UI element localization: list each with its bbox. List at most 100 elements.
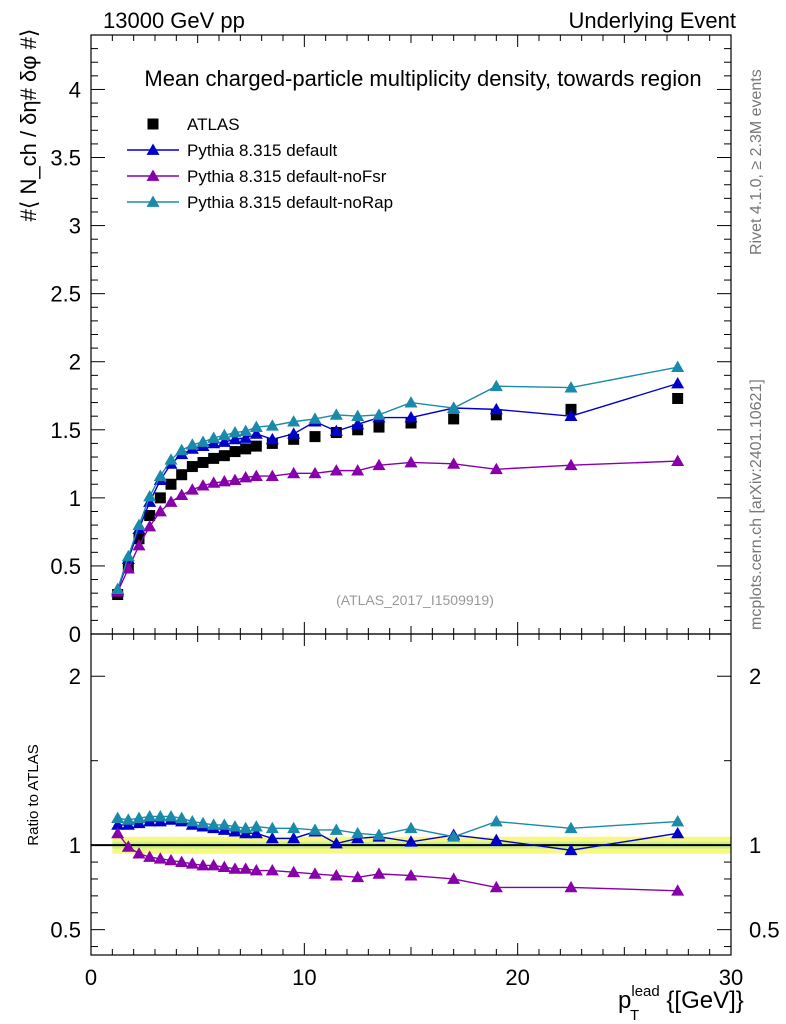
data-point-series-1 bbox=[287, 427, 301, 439]
data-point-atlas bbox=[448, 413, 460, 425]
data-point-atlas bbox=[133, 533, 145, 545]
x-axis-label: plead {[GeV]} bbox=[618, 983, 744, 1014]
y-tick-label: 4 bbox=[69, 77, 81, 102]
data-point-series-2 bbox=[372, 458, 386, 471]
ratio-point-series-2 bbox=[185, 815, 199, 827]
series-line-3 bbox=[117, 366, 678, 590]
ratio-point-series-0 bbox=[671, 826, 685, 839]
x-tick-label: 20 bbox=[505, 965, 529, 990]
data-point-series-3 bbox=[489, 379, 503, 392]
data-point-series-1 bbox=[564, 409, 578, 422]
ratio-point-series-2 bbox=[489, 815, 503, 827]
ratio-point-series-2 bbox=[164, 809, 178, 822]
y-tick-label: 2 bbox=[69, 350, 81, 375]
data-point-series-1 bbox=[671, 377, 685, 389]
data-point-atlas bbox=[490, 409, 502, 421]
ratio-point-series-1 bbox=[121, 840, 135, 852]
ratio-point-series-2 bbox=[153, 809, 167, 822]
data-point-series-2 bbox=[207, 476, 221, 488]
data-point-atlas bbox=[165, 478, 177, 490]
y-tick-label: 1 bbox=[69, 486, 81, 511]
ratio-point-series-0 bbox=[249, 826, 263, 839]
data-point-series-2 bbox=[185, 483, 199, 495]
data-point-atlas bbox=[144, 510, 156, 522]
data-point-series-2 bbox=[196, 479, 210, 491]
ratio-point-series-1 bbox=[143, 850, 157, 862]
data-point-series-1 bbox=[217, 435, 231, 447]
data-point-series-1 bbox=[351, 417, 365, 430]
ratio-point-series-1 bbox=[185, 857, 199, 869]
data-point-series-2 bbox=[121, 562, 135, 574]
ratio-point-series-0 bbox=[287, 831, 301, 844]
ratio-point-series-1 bbox=[196, 858, 210, 871]
data-point-atlas bbox=[154, 492, 166, 504]
watermark: (ATLAS_2017_I1509919) bbox=[336, 592, 494, 608]
data-point-series-2 bbox=[164, 495, 178, 507]
data-point-atlas bbox=[309, 431, 321, 443]
ratio-y-tick-label: 0.5 bbox=[50, 918, 81, 943]
data-point-series-3 bbox=[132, 518, 146, 530]
data-point-series-2 bbox=[671, 454, 685, 466]
x-tick-label: 0 bbox=[85, 965, 97, 990]
data-point-series-3 bbox=[121, 549, 135, 562]
ratio-y-tick-label-right: 0.5 bbox=[749, 918, 780, 943]
ratio-point-series-1 bbox=[351, 870, 365, 883]
x-tick-label: 30 bbox=[719, 965, 743, 990]
ratio-point-series-2 bbox=[143, 809, 157, 822]
data-point-series-2 bbox=[351, 464, 365, 476]
data-point-series-3 bbox=[372, 408, 386, 420]
ratio-point-series-2 bbox=[196, 816, 210, 829]
y-tick-label: 0.5 bbox=[50, 554, 81, 579]
header-left: 13000 GeV pp bbox=[103, 8, 245, 33]
ratio-point-series-2 bbox=[111, 811, 125, 824]
ratio-point-series-1 bbox=[228, 862, 242, 874]
data-point-series-3 bbox=[217, 428, 231, 441]
data-point-series-2 bbox=[308, 466, 322, 479]
data-point-series-2 bbox=[329, 464, 343, 476]
data-point-series-1 bbox=[249, 427, 263, 439]
y-axis-label: #⟨ N_ch / δη# δφ #⟩ bbox=[16, 29, 41, 222]
chart-title: Mean charged-particle multiplicity densi… bbox=[144, 66, 701, 91]
ratio-y-tick-label-right: 1 bbox=[749, 833, 761, 858]
ratio-point-series-2 bbox=[249, 820, 263, 832]
ratio-y-tick-label: 2 bbox=[69, 664, 81, 689]
data-point-series-3 bbox=[111, 582, 125, 594]
data-point-series-3 bbox=[265, 419, 279, 431]
ratio-point-series-1 bbox=[287, 865, 301, 878]
y-tick-label: 3.5 bbox=[50, 146, 81, 171]
ratio-point-series-1 bbox=[249, 864, 263, 876]
ratio-point-series-1 bbox=[132, 847, 146, 859]
data-point-series-2 bbox=[217, 475, 231, 487]
data-point-series-3 bbox=[153, 469, 167, 481]
data-point-series-2 bbox=[404, 455, 418, 468]
data-point-atlas bbox=[373, 421, 385, 433]
ratio-point-series-1 bbox=[329, 869, 343, 881]
data-point-atlas bbox=[352, 424, 364, 436]
ratio-point-series-2 bbox=[351, 826, 365, 839]
y-tick-label: 2.5 bbox=[50, 282, 81, 307]
data-point-series-3 bbox=[287, 415, 301, 427]
data-point-atlas bbox=[176, 469, 188, 481]
data-point-series-2 bbox=[265, 469, 279, 481]
ratio-point-series-2 bbox=[265, 821, 279, 834]
data-point-atlas bbox=[218, 450, 230, 462]
data-point-atlas bbox=[672, 392, 684, 404]
ratio-point-series-1 bbox=[153, 852, 167, 864]
data-point-series-2 bbox=[239, 470, 253, 483]
data-point-series-3 bbox=[404, 396, 418, 408]
legend-marker bbox=[146, 143, 160, 155]
ratio-point-series-0 bbox=[489, 833, 503, 845]
header-right: Underlying Event bbox=[568, 8, 736, 33]
ratio-point-series-2 bbox=[228, 820, 242, 832]
ratio-y-axis-label: Ratio to ATLAS bbox=[25, 744, 42, 845]
data-point-series-2 bbox=[489, 462, 503, 475]
data-point-series-2 bbox=[143, 519, 157, 532]
data-point-series-2 bbox=[228, 473, 242, 486]
data-point-series-3 bbox=[175, 443, 189, 456]
data-point-series-1 bbox=[265, 432, 279, 445]
data-point-series-1 bbox=[404, 411, 418, 423]
data-point-series-2 bbox=[175, 488, 189, 501]
ratio-point-series-1 bbox=[265, 864, 279, 876]
ratio-point-series-2 bbox=[372, 828, 386, 840]
